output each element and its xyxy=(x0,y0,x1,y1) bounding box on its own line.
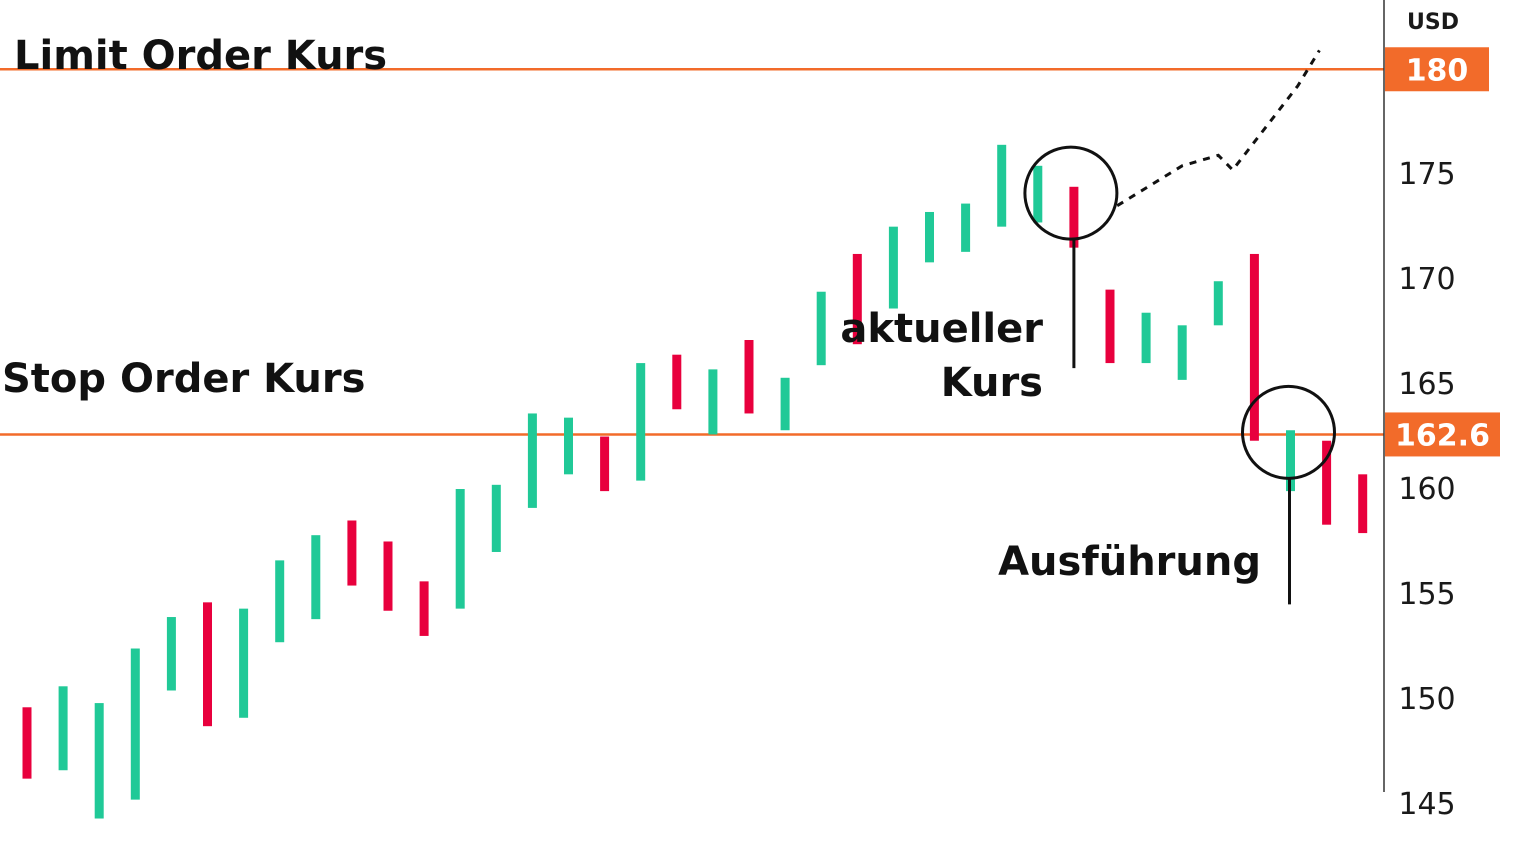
y-tick-label: 165 xyxy=(1398,367,1455,402)
price-bar xyxy=(1069,186,1079,248)
price-bar xyxy=(239,608,249,718)
price-bar xyxy=(275,560,285,643)
price-bar xyxy=(1213,281,1223,326)
level-labels: Limit Order Kurs Stop Order Kurs xyxy=(2,33,387,402)
price-bar xyxy=(419,581,429,636)
price-bar xyxy=(527,413,537,508)
limit-price-badge xyxy=(1385,47,1489,92)
y-tick-label: 145 xyxy=(1398,787,1455,822)
y-tick-label: 170 xyxy=(1398,262,1455,297)
price-bar xyxy=(744,340,754,414)
y-tick-label: 150 xyxy=(1398,682,1455,717)
y-axis-ticks: 145 150 155 160 165 170 175 xyxy=(1398,157,1455,822)
stop-price-badge xyxy=(1385,412,1500,457)
stop-order-label: Stop Order Kurs xyxy=(2,356,365,402)
price-bar xyxy=(383,541,393,611)
execution-label: Ausführung xyxy=(998,539,1261,585)
y-tick-label: 175 xyxy=(1398,157,1455,192)
price-bar xyxy=(58,686,68,771)
price-bar xyxy=(1249,253,1259,441)
price-bar xyxy=(997,144,1007,227)
price-bar xyxy=(94,703,104,819)
price-bar xyxy=(311,535,321,620)
price-bar xyxy=(888,226,898,309)
price-bar xyxy=(491,484,501,552)
price-bar xyxy=(961,203,971,252)
price-bar xyxy=(600,436,610,492)
price-bars xyxy=(22,144,1368,819)
price-bar xyxy=(203,602,212,727)
current-price-label-line2: Kurs xyxy=(941,360,1043,406)
stop-price-badge-label: 162.6 xyxy=(1395,418,1490,453)
price-bar xyxy=(1322,440,1332,525)
level-badges: 180 162.6 xyxy=(1385,47,1500,457)
price-bar xyxy=(816,291,826,366)
price-bar xyxy=(672,354,682,410)
axis-unit-label: USD xyxy=(1407,10,1459,35)
price-bar xyxy=(636,363,646,481)
price-bar xyxy=(1177,325,1187,380)
price-bar xyxy=(1105,289,1115,364)
price-bar xyxy=(1358,474,1368,534)
price-bar xyxy=(455,489,465,609)
level-lines xyxy=(0,68,1384,436)
projection-dashed-line xyxy=(1116,49,1321,207)
price-bar xyxy=(1141,312,1151,364)
price-bar xyxy=(22,707,32,779)
price-bar xyxy=(708,369,718,435)
limit-price-badge-label: 180 xyxy=(1406,53,1469,88)
annotations: aktueller Kurs Ausführung xyxy=(840,145,1336,605)
projection-path xyxy=(1116,49,1321,207)
price-bar xyxy=(130,648,140,800)
price-bar xyxy=(347,520,357,586)
price-bar xyxy=(1286,430,1295,492)
price-bar xyxy=(852,253,862,345)
current-price-label-line1: aktueller xyxy=(840,306,1043,352)
limit-order-label: Limit Order Kurs xyxy=(14,33,387,79)
price-bar xyxy=(564,417,573,475)
y-tick-label: 160 xyxy=(1398,472,1455,507)
y-tick-label: 155 xyxy=(1398,577,1455,612)
price-bar xyxy=(166,617,176,691)
price-bar xyxy=(780,377,790,431)
current-price-circle xyxy=(1023,145,1119,241)
price-bar xyxy=(1033,165,1043,223)
price-bar xyxy=(925,211,934,263)
